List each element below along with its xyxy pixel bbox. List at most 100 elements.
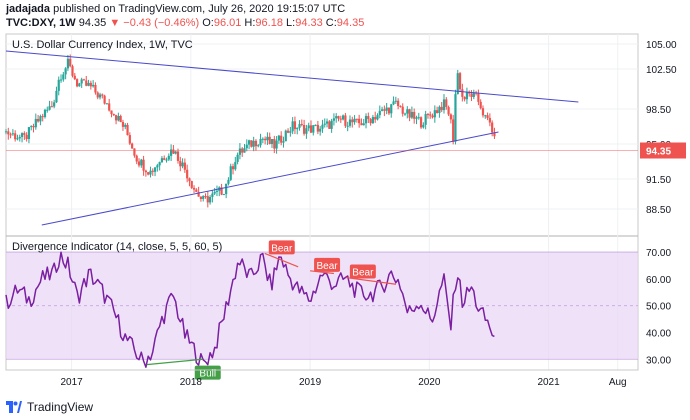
price-candle[interactable]: [41, 113, 44, 122]
price-candle[interactable]: [447, 105, 450, 117]
price-candle[interactable]: [335, 113, 338, 123]
price-candle[interactable]: [39, 114, 42, 126]
price-candle[interactable]: [465, 87, 469, 104]
bear-divergence-0[interactable]: Bear: [264, 240, 299, 268]
price-candle[interactable]: [296, 127, 299, 135]
price-candle[interactable]: [53, 99, 56, 109]
price-candle[interactable]: [80, 77, 83, 88]
price-candle[interactable]: [321, 119, 324, 133]
price-candle[interactable]: [339, 115, 342, 123]
price-candle[interactable]: [449, 113, 452, 124]
price-candle[interactable]: [215, 185, 219, 197]
price-candle[interactable]: [48, 100, 51, 111]
price-candle[interactable]: [353, 115, 356, 125]
bear-divergence-1[interactable]: Bear: [310, 257, 341, 275]
price-candle[interactable]: [291, 117, 294, 135]
price-candle[interactable]: [477, 89, 480, 106]
price-candle[interactable]: [149, 166, 152, 178]
price-candle[interactable]: [380, 106, 384, 112]
price-candle[interactable]: [229, 163, 232, 182]
tradingview-logo-icon[interactable]: [6, 401, 22, 413]
price-candle[interactable]: [71, 64, 74, 78]
price-candle[interactable]: [422, 122, 425, 129]
price-candle[interactable]: [14, 130, 17, 142]
price-candle[interactable]: [374, 111, 377, 123]
price-candle[interactable]: [156, 163, 159, 172]
price-candle[interactable]: [243, 144, 246, 153]
price-candle[interactable]: [323, 118, 326, 128]
price-candle[interactable]: [124, 123, 127, 130]
price-candle[interactable]: [403, 112, 407, 116]
price-candle[interactable]: [206, 191, 209, 208]
price-candle[interactable]: [197, 186, 200, 197]
price-candle[interactable]: [238, 143, 242, 160]
price-candle[interactable]: [126, 122, 129, 136]
price-candle[interactable]: [25, 132, 28, 142]
price-candle[interactable]: [247, 139, 251, 150]
price-candle[interactable]: [413, 108, 416, 124]
price-candle[interactable]: [190, 180, 193, 190]
price-candle[interactable]: [208, 195, 212, 205]
price-candle[interactable]: [114, 114, 118, 125]
price-candle[interactable]: [105, 102, 108, 105]
price-candle[interactable]: [98, 92, 102, 100]
price-candle[interactable]: [461, 83, 464, 102]
price-candle[interactable]: [399, 105, 402, 108]
price-candle[interactable]: [282, 136, 285, 148]
price-candle[interactable]: [222, 193, 225, 196]
price-candle[interactable]: [163, 155, 166, 161]
price-candle[interactable]: [426, 113, 430, 119]
price-candle[interactable]: [429, 111, 432, 119]
price-candle[interactable]: [20, 132, 24, 143]
price-candle[interactable]: [362, 118, 365, 126]
price-candle[interactable]: [241, 147, 244, 157]
price-candle[interactable]: [351, 116, 354, 128]
price-candle[interactable]: [66, 54, 70, 71]
price-candle[interactable]: [37, 114, 40, 123]
price-candle[interactable]: [493, 127, 496, 139]
price-candle[interactable]: [103, 94, 106, 105]
price-candle[interactable]: [369, 118, 372, 126]
price-candle[interactable]: [192, 185, 196, 194]
price-candle[interactable]: [442, 94, 446, 114]
price-candle[interactable]: [89, 80, 92, 90]
price-candle[interactable]: [101, 93, 104, 99]
price-candle[interactable]: [183, 158, 186, 173]
price-candle[interactable]: [231, 163, 235, 175]
price-candle[interactable]: [9, 132, 12, 139]
price-candle[interactable]: [170, 144, 173, 162]
price-candle[interactable]: [312, 125, 315, 136]
price-candle[interactable]: [383, 105, 386, 117]
bear-divergence-2[interactable]: Bear: [345, 264, 397, 285]
price-candle[interactable]: [108, 98, 111, 112]
price-candle[interactable]: [417, 112, 420, 120]
price-candle[interactable]: [307, 122, 310, 132]
price-candle[interactable]: [64, 67, 67, 80]
price-candle[interactable]: [30, 125, 33, 131]
price-candle[interactable]: [309, 120, 313, 134]
price-candle[interactable]: [213, 187, 216, 196]
price-candle[interactable]: [92, 80, 95, 88]
price-candle[interactable]: [264, 136, 267, 145]
price-candle[interactable]: [87, 79, 90, 87]
price-candle[interactable]: [284, 129, 287, 142]
price-candle[interactable]: [406, 106, 409, 119]
price-candle[interactable]: [401, 103, 404, 117]
price-candle[interactable]: [371, 114, 375, 124]
price-candle[interactable]: [268, 132, 271, 145]
price-candle[interactable]: [85, 75, 88, 87]
price-candle[interactable]: [280, 131, 283, 146]
price-candle[interactable]: [153, 166, 157, 177]
price-candle[interactable]: [316, 120, 319, 135]
price-candle[interactable]: [234, 156, 237, 171]
price-candle[interactable]: [436, 106, 439, 114]
bull-divergence-3[interactable]: Bull: [146, 358, 221, 380]
price-candle[interactable]: [220, 183, 223, 196]
price-candle[interactable]: [250, 140, 253, 148]
price-candle[interactable]: [94, 82, 97, 95]
price-candle[interactable]: [218, 186, 221, 197]
price-candle[interactable]: [270, 138, 274, 148]
price-candle[interactable]: [397, 98, 400, 110]
price-candle[interactable]: [298, 120, 301, 131]
